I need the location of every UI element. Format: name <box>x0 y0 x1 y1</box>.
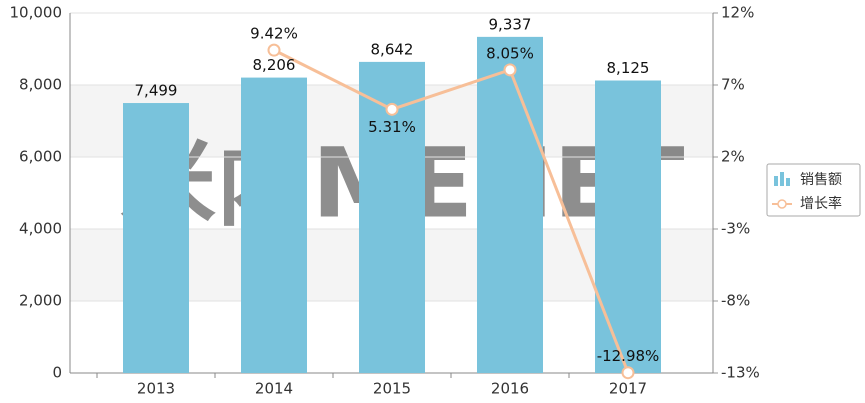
legend-label: 销售额 <box>800 172 842 188</box>
bar-value-label: 7,499 <box>135 82 178 100</box>
legend-icon <box>786 178 790 186</box>
bar-value-label: 8,125 <box>607 59 650 77</box>
line-point <box>621 366 635 380</box>
x-tick-label: 2014 <box>255 380 293 398</box>
y2-tick-label: 2% <box>721 148 745 166</box>
x-tick-label: 2015 <box>373 380 411 398</box>
line <box>273 48 630 374</box>
legend-icon <box>774 176 778 186</box>
y2-tick-label: -8% <box>721 292 750 310</box>
y2-tick-label: 7% <box>721 76 745 94</box>
bar <box>477 36 543 373</box>
x-tick-label: 2013 <box>137 380 175 398</box>
bar-value-label: 8,642 <box>371 40 414 58</box>
y-tick-label: 4,000 <box>19 220 62 238</box>
line-point <box>503 63 517 77</box>
line-value-label: 8.05% <box>486 44 534 62</box>
legend-label: 增长率 <box>800 195 842 212</box>
bar-value-label: 8,206 <box>253 56 296 74</box>
legend-icon <box>777 199 787 209</box>
y-tick-label: 0 <box>52 364 62 382</box>
bar-value-label: 9,337 <box>489 15 532 33</box>
y2-tick-label: 12% <box>721 4 754 22</box>
bar <box>241 77 307 374</box>
bar <box>123 103 189 373</box>
line-point <box>267 43 281 57</box>
line-value-label: 9.42% <box>250 25 298 43</box>
line-value-label: 5.31% <box>368 118 416 136</box>
legend-icon <box>780 172 784 186</box>
bar <box>595 80 661 373</box>
y2-tick-label: -13% <box>721 364 760 382</box>
x-tick-label: 2016 <box>491 380 529 398</box>
y2-tick-label: -3% <box>721 220 750 238</box>
x-tick-label: 2017 <box>609 380 647 398</box>
y-tick-label: 10,000 <box>10 4 63 22</box>
line-value-label: -12.98% <box>597 347 660 365</box>
line-point <box>385 102 399 116</box>
y-tick-label: 2,000 <box>19 292 62 310</box>
y-tick-label: 8,000 <box>19 76 62 94</box>
y-tick-label: 6,000 <box>19 148 62 166</box>
